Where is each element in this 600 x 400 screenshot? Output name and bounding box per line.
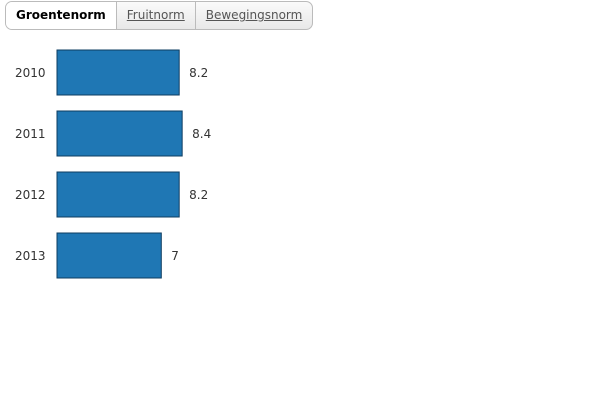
value-label: 8.4 <box>192 127 211 141</box>
category-label: 2010 <box>15 66 46 80</box>
category-label: 2013 <box>15 249 46 263</box>
bar <box>56 232 162 279</box>
tab-bar: Groentenorm Fruitnorm Bewegingsnorm <box>5 1 314 30</box>
bar <box>56 49 180 96</box>
value-label: 7 <box>171 249 179 263</box>
bar <box>56 171 180 218</box>
category-label: 2011 <box>15 127 46 141</box>
tab[interactable]: Groentenorm <box>6 2 116 29</box>
value-label: 8.2 <box>189 188 208 202</box>
value-label: 8.2 <box>189 66 208 80</box>
tab[interactable]: Bewegingsnorm <box>194 2 313 29</box>
tab[interactable]: Fruitnorm <box>115 2 195 29</box>
category-label: 2012 <box>15 188 46 202</box>
bar <box>56 110 183 157</box>
